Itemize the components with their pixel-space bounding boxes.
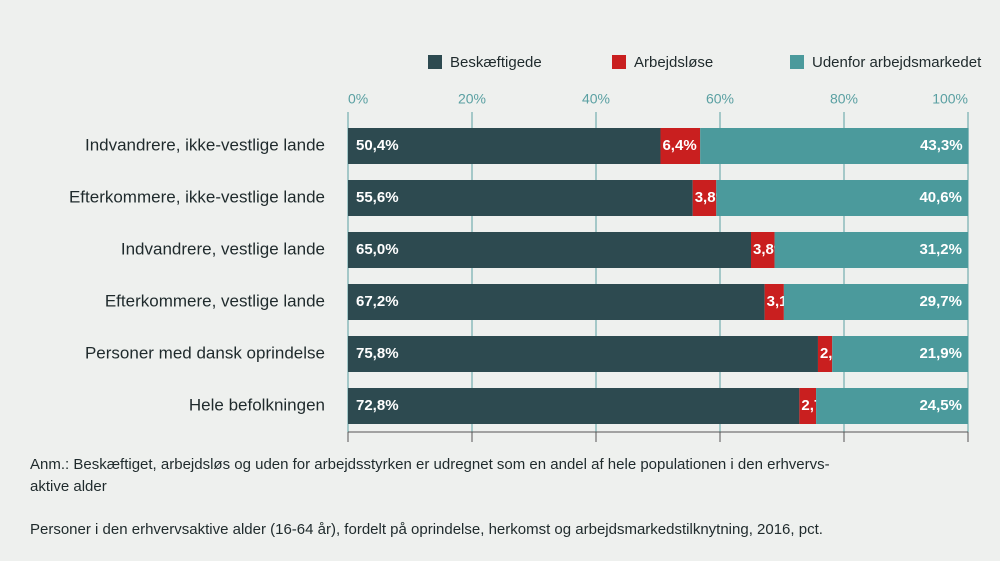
- bar-segment: [348, 336, 818, 372]
- x-tick-label: 20%: [458, 91, 486, 107]
- bar-segment: [764, 284, 784, 320]
- category-label: Indvandrere, ikke-vestlige lande: [85, 135, 325, 154]
- bar-segment: [817, 336, 833, 372]
- bar-segment: [716, 180, 968, 216]
- category-label: Personer med dansk oprindelse: [85, 343, 325, 362]
- legend-label: Beskæftigede: [450, 54, 542, 71]
- bar-segment: [700, 128, 969, 164]
- value-label: 50,4%: [356, 137, 399, 154]
- category-label: Indvandrere, vestlige lande: [121, 239, 325, 258]
- x-tick-label: 40%: [582, 91, 610, 107]
- bar-segment: [816, 388, 968, 424]
- bar-segment: [348, 232, 751, 268]
- bar-segment: [799, 388, 817, 424]
- value-label: 75,8%: [356, 345, 399, 362]
- bar-segment: [348, 180, 693, 216]
- category-label: Efterkommere, ikke-vestlige lande: [69, 187, 325, 206]
- x-tick-label: 100%: [932, 91, 968, 107]
- legend-swatch: [612, 55, 626, 69]
- legend-label: Arbejdsløse: [634, 54, 713, 71]
- bar-segment: [692, 180, 717, 216]
- value-label: 65,0%: [356, 241, 399, 258]
- value-label: 43,3%: [920, 137, 963, 154]
- bar-segment: [774, 232, 968, 268]
- value-label: 29,7%: [919, 293, 962, 310]
- bar-segment: [348, 284, 765, 320]
- x-tick-label: 60%: [706, 91, 734, 107]
- legend-label: Udenfor arbejdsmarkedet: [812, 54, 982, 71]
- value-label: 67,2%: [356, 293, 399, 310]
- value-label: 40,6%: [919, 189, 962, 206]
- note-line: aktive alder: [30, 478, 107, 495]
- bar-segment: [783, 284, 968, 320]
- legend-swatch: [790, 55, 804, 69]
- category-label: Efterkommere, vestlige lande: [105, 291, 325, 310]
- legend-swatch: [428, 55, 442, 69]
- x-tick-label: 0%: [348, 91, 368, 107]
- value-label: 31,2%: [919, 241, 962, 258]
- value-label: 21,9%: [919, 345, 962, 362]
- note-line: Anm.: Beskæftiget, arbejdsløs og uden fo…: [30, 456, 830, 473]
- caption: Personer i den erhvervsaktive alder (16-…: [30, 521, 823, 538]
- bar-segment: [751, 232, 775, 268]
- value-label: 6,4%: [662, 137, 696, 154]
- bar-segment: [348, 128, 661, 164]
- value-label: 24,5%: [919, 397, 962, 414]
- bar-segment: [660, 128, 701, 164]
- bar-segment: [832, 336, 968, 372]
- value-label: 72,8%: [356, 397, 399, 414]
- category-label: Hele befolkningen: [189, 395, 325, 414]
- x-tick-label: 80%: [830, 91, 858, 107]
- bar-segment: [348, 388, 800, 424]
- value-label: 55,6%: [356, 189, 399, 206]
